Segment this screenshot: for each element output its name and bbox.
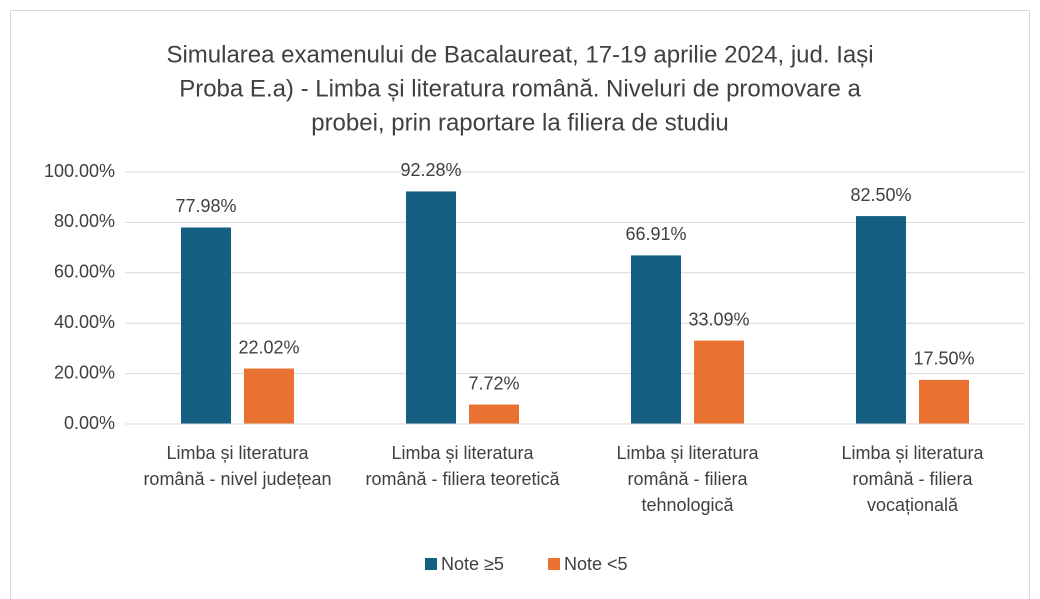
bar <box>694 340 744 424</box>
y-tick-label: 100.00% <box>44 161 115 181</box>
y-tick-label: 60.00% <box>54 262 115 282</box>
bar <box>244 368 294 424</box>
chart-title: Proba E.a) - Limba și literatura română.… <box>179 75 861 102</box>
x-tick-label: Limba și literatura română - filiera teo… <box>365 443 560 489</box>
data-label: 77.98% <box>175 196 236 216</box>
y-tick-label: 20.00% <box>54 362 115 382</box>
legend-label: Note <5 <box>564 554 628 574</box>
data-label: 33.09% <box>688 309 749 329</box>
legend-swatch <box>548 558 560 570</box>
x-tick-label: Limba și literatura română - filiera teh… <box>616 443 759 515</box>
y-tick-label: 80.00% <box>54 211 115 231</box>
bar <box>181 227 231 424</box>
legend-swatch <box>425 558 437 570</box>
x-tick-label: Limba și literatura română - filiera voc… <box>841 443 984 515</box>
legend-label: Note ≥5 <box>441 554 504 574</box>
data-label: 22.02% <box>238 337 299 357</box>
bar <box>406 191 456 424</box>
data-label: 92.28% <box>400 160 461 180</box>
bar <box>469 404 519 424</box>
bar <box>919 379 969 424</box>
data-label: 66.91% <box>625 224 686 244</box>
bar <box>856 216 906 424</box>
data-label: 82.50% <box>850 185 911 205</box>
chart-title: Simularea examenului de Bacalaureat, 17-… <box>166 41 873 68</box>
y-tick-label: 40.00% <box>54 312 115 332</box>
data-label: 17.50% <box>913 349 974 369</box>
x-tick-label: Limba și literatura română - nivel județ… <box>143 443 332 489</box>
bar <box>631 255 681 424</box>
data-label: 7.72% <box>468 373 519 393</box>
chart-title: probei, prin raportare la filiera de stu… <box>311 109 729 136</box>
y-tick-label: 0.00% <box>64 413 115 433</box>
